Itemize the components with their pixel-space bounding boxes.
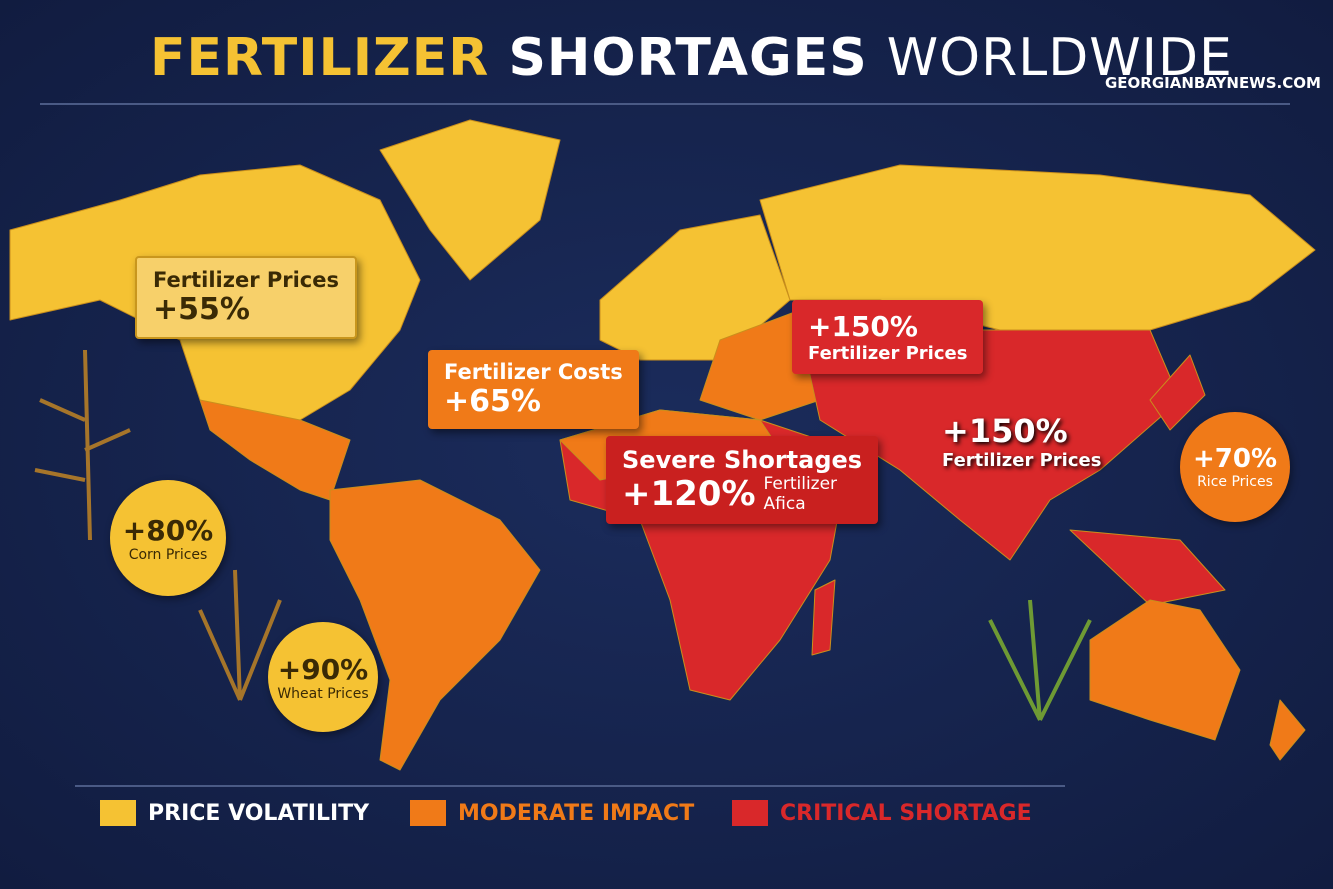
southeast-asia-islands	[1069, 529, 1226, 606]
callout: Fertilizer Costs +65%	[428, 350, 639, 429]
australia	[1089, 599, 1241, 741]
legend-item: MODERATE IMPACT	[410, 800, 694, 826]
title-part: WORLDWIDE	[886, 28, 1233, 88]
badge-value: +70%	[1192, 444, 1278, 474]
corn-plant	[34, 349, 131, 541]
wheat-plant	[198, 569, 282, 701]
callout: Fertilizer Prices +55%	[135, 256, 357, 339]
badge-label: Corn Prices	[128, 546, 208, 563]
badge-value: +80%	[122, 513, 214, 547]
callout-value: +120%	[622, 474, 756, 514]
callout-value: +55%	[153, 292, 250, 327]
callout: +150% Fertilizer Prices	[942, 412, 1101, 471]
badge: +80% Corn Prices	[110, 480, 226, 596]
badge: +70% Rice Prices	[1180, 412, 1290, 522]
central-america	[199, 399, 351, 501]
legend-label: CRITICAL SHORTAGE	[780, 800, 1032, 826]
badge-label: Rice Prices	[1197, 474, 1273, 490]
badge: +90% Wheat Prices	[268, 622, 378, 732]
legend-item: CRITICAL SHORTAGE	[732, 800, 1032, 826]
badge-label: Wheat Prices	[277, 685, 369, 702]
legend-item: PRICE VOLATILITY	[100, 800, 369, 826]
callout-value: +150%	[808, 310, 918, 343]
new-zealand	[1269, 699, 1306, 761]
callout-value: +150%	[942, 412, 1068, 450]
callout: Severe Shortages +120% Fertilizer Afica	[606, 436, 879, 524]
callout-label: Severe Shortages	[622, 446, 863, 474]
source: GEORGIANBAYNEWS.COM	[1105, 74, 1321, 92]
title: FERTILIZER SHORTAGES WORLDWIDE	[150, 28, 1233, 88]
legend-label: MODERATE IMPACT	[458, 800, 695, 826]
legend-divider	[75, 785, 1065, 787]
callout-label: Fertilizer Prices	[808, 343, 968, 364]
callout-label: Fertilizer Prices	[942, 450, 1102, 471]
legend-label: PRICE VOLATILITY	[148, 800, 370, 826]
callout-label: Fertilizer Costs	[444, 360, 623, 384]
madagascar	[811, 579, 836, 656]
greenland	[379, 119, 561, 281]
callout-value: +65%	[444, 384, 541, 419]
title-part: FERTILIZER	[150, 28, 490, 88]
legend-swatch	[732, 800, 768, 826]
legend-swatch	[100, 800, 136, 826]
rice-plant	[988, 599, 1092, 721]
callout-label: Fertilizer Prices	[153, 268, 339, 292]
south-america	[329, 479, 541, 771]
callout-sub: Fertilizer Afica	[763, 474, 838, 514]
title-part: SHORTAGES	[508, 28, 868, 88]
japan	[1149, 354, 1206, 431]
divider	[40, 103, 1290, 105]
badge-value: +90%	[277, 652, 369, 686]
crop-illustrations	[34, 349, 1092, 721]
callout: +150% Fertilizer Prices	[792, 300, 984, 374]
legend-swatch	[410, 800, 446, 826]
